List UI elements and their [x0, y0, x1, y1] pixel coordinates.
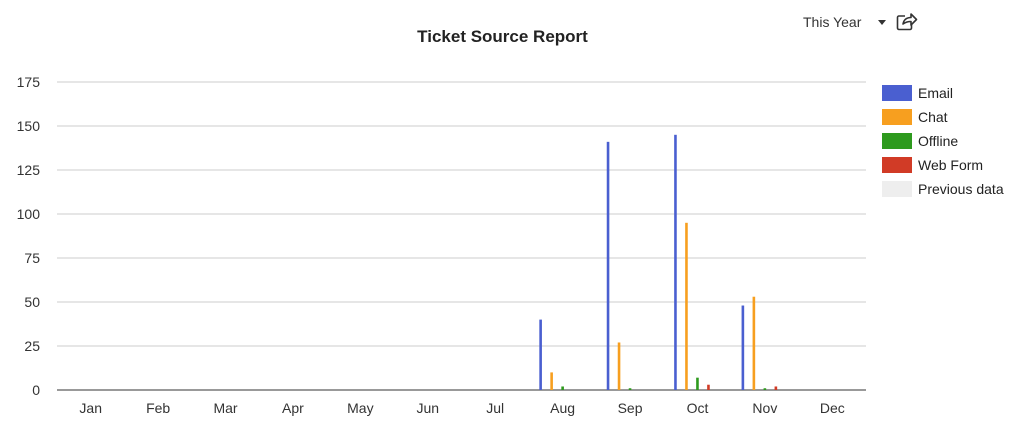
x-tick-label: Mar	[213, 400, 237, 416]
legend-label: Chat	[918, 109, 948, 125]
y-tick-label: 125	[17, 162, 41, 178]
y-tick-label: 0	[32, 382, 40, 398]
legend-item-offline[interactable]: Offline	[882, 129, 1004, 153]
x-tick-label: Sep	[618, 400, 643, 416]
x-tick-label: Feb	[146, 400, 170, 416]
bar-email-nov[interactable]	[741, 305, 745, 390]
x-tick-label: Jul	[486, 400, 504, 416]
chart-title: Ticket Source Report	[417, 27, 588, 46]
bar-offline-aug[interactable]	[561, 386, 564, 390]
bar-chat-aug[interactable]	[550, 372, 553, 390]
bar-web-form-oct[interactable]	[707, 384, 710, 390]
x-tick-label: Aug	[550, 400, 575, 416]
bar-web-form-nov[interactable]	[774, 386, 778, 390]
x-tick-label: May	[347, 400, 373, 416]
grid-lines	[57, 81, 866, 391]
legend-swatch	[882, 133, 912, 149]
bar-chat-nov[interactable]	[752, 296, 756, 390]
share-icon[interactable]	[896, 11, 918, 31]
legend-item-web-form[interactable]: Web Form	[882, 153, 1004, 177]
bar-offline-nov[interactable]	[763, 388, 767, 390]
bar-email-oct[interactable]	[674, 134, 677, 390]
legend-swatch	[882, 85, 912, 101]
bars	[539, 134, 778, 390]
bar-email-aug[interactable]	[539, 319, 542, 390]
x-tick-label: Jun	[417, 400, 440, 416]
period-dropdown[interactable]: This Year	[803, 14, 887, 30]
legend-item-chat[interactable]: Chat	[882, 105, 1004, 129]
period-label: This Year	[803, 14, 862, 30]
legend-label: Previous data	[918, 181, 1004, 197]
x-tick-label: Apr	[282, 400, 304, 416]
x-axis-ticks: Jan Feb Mar Apr May Jun Jul Aug Sep Oct Nov Dec	[79, 400, 844, 416]
x-tick-label: Oct	[687, 400, 709, 416]
bar-chat-oct[interactable]	[685, 222, 688, 390]
bar-email-sep[interactable]	[606, 141, 610, 390]
y-axis-ticks: 0 25 50 75 100 125 150 175	[17, 74, 41, 398]
y-tick-label: 25	[24, 338, 40, 354]
bar-offline-sep[interactable]	[628, 388, 632, 390]
legend-swatch	[882, 157, 912, 173]
legend-item-previous-data[interactable]: Previous data	[882, 177, 1004, 201]
y-tick-label: 175	[17, 74, 41, 90]
x-tick-label: Nov	[752, 400, 777, 416]
legend-swatch	[882, 181, 912, 197]
bar-offline-oct[interactable]	[696, 377, 699, 390]
legend-label: Offline	[918, 133, 959, 149]
y-tick-label: 75	[24, 250, 40, 266]
caret-down-icon	[878, 19, 887, 25]
legend-label: Web Form	[918, 157, 984, 173]
y-tick-label: 100	[17, 206, 41, 222]
chart-legend: Email Chat Offline Web Form Previous data	[882, 81, 1004, 201]
y-tick-label: 150	[17, 118, 41, 134]
y-tick-label: 50	[24, 294, 40, 310]
legend-swatch	[882, 109, 912, 125]
legend-item-email[interactable]: Email	[882, 81, 1004, 105]
bar-chat-sep[interactable]	[617, 342, 621, 390]
x-tick-label: Dec	[820, 400, 845, 416]
legend-label: Email	[918, 85, 954, 101]
x-tick-label: Jan	[79, 400, 102, 416]
